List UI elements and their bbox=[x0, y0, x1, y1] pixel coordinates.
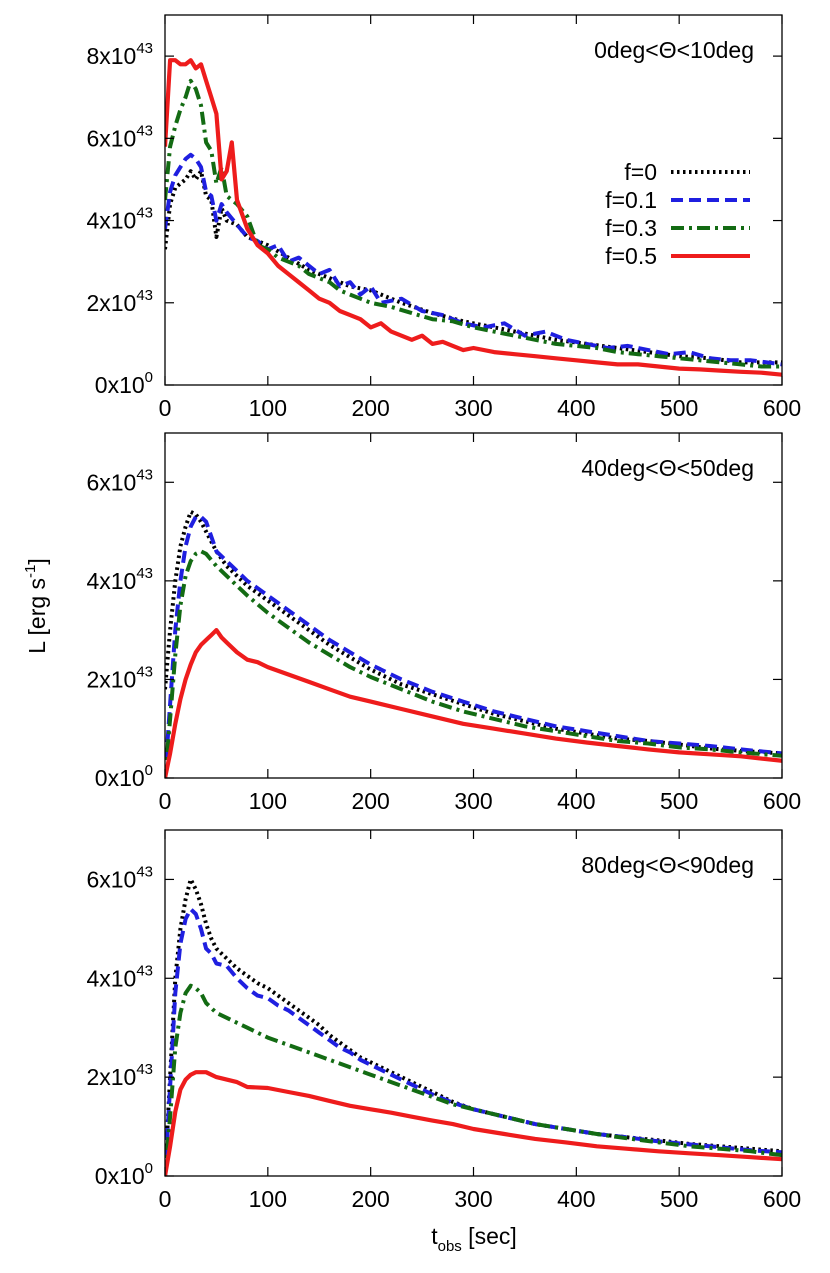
x-tick-label: 300 bbox=[454, 788, 492, 814]
series-group bbox=[165, 58, 782, 377]
chart-panel-2: 0 100 200 300 400 500 6000x1002x10434x10436x10… bbox=[86, 829, 801, 1212]
y-tick-label: 2x1043 bbox=[86, 663, 153, 692]
chart-panel-0: 0 100 200 300 400 500 6000x1002x10434x10436x10… bbox=[86, 14, 801, 421]
y-tick-label: 0x100 bbox=[95, 369, 153, 398]
y-tick-label: 4x1043 bbox=[86, 565, 153, 594]
series-line-f-0 bbox=[165, 509, 782, 756]
x-tick-label: 300 bbox=[454, 1186, 492, 1212]
y-tick-label-exp: 43 bbox=[136, 205, 153, 222]
series-line-f-0-3 bbox=[165, 983, 782, 1176]
y-tick-label: 2x1043 bbox=[86, 1061, 153, 1090]
x-tick-label: 600 bbox=[763, 1186, 801, 1212]
series-line-f-0-1 bbox=[165, 907, 782, 1176]
panel-annotation: 80deg<Θ<90deg bbox=[581, 852, 754, 878]
y-tick-label: 2x1043 bbox=[86, 287, 153, 316]
y-tick-label-base: 4x10 bbox=[86, 568, 136, 594]
y-tick-label-base: 0x10 bbox=[95, 1163, 145, 1189]
x-tick-label: 200 bbox=[351, 1186, 389, 1212]
series-line-f-0-1 bbox=[165, 152, 782, 367]
y-tick-label-exp: 43 bbox=[136, 40, 153, 57]
y-axis-label-rest: ] bbox=[24, 558, 50, 564]
x-axis-label-rest: [sec] bbox=[462, 1223, 517, 1249]
y-tick-label-base: 6x10 bbox=[86, 866, 136, 892]
x-tick-label: 100 bbox=[249, 395, 287, 421]
x-tick-label: 0 bbox=[159, 1186, 172, 1212]
x-axis-label-main: t bbox=[431, 1223, 438, 1249]
y-tick-label: 6x1043 bbox=[86, 863, 153, 892]
x-tick-label: 500 bbox=[660, 788, 698, 814]
panel-annotation: 40deg<Θ<50deg bbox=[581, 455, 754, 481]
y-tick-label: 4x1043 bbox=[86, 962, 153, 991]
y-tick-label-base: 4x10 bbox=[86, 965, 136, 991]
x-tick-label: 600 bbox=[763, 788, 801, 814]
x-tick-label: 600 bbox=[763, 395, 801, 421]
y-tick-label-exp: 0 bbox=[145, 762, 153, 779]
y-tick-label-base: 2x10 bbox=[86, 1064, 136, 1090]
chart-legend: f=0f=0.1f=0.3f=0.5 bbox=[605, 159, 750, 269]
series-line-f-0 bbox=[165, 877, 782, 1176]
x-tick-label: 100 bbox=[249, 788, 287, 814]
series-line-f-0-5 bbox=[165, 1070, 782, 1176]
y-tick-label-base: 2x10 bbox=[86, 666, 136, 692]
y-tick-label: 0x100 bbox=[95, 762, 153, 791]
y-tick-label: 6x1043 bbox=[86, 466, 153, 495]
x-tick-label: 500 bbox=[660, 395, 698, 421]
legend-label-f-0: f=0 bbox=[624, 159, 657, 185]
x-tick-label: 0 bbox=[159, 395, 172, 421]
y-axis-label-sup: -1 bbox=[22, 565, 39, 578]
y-tick-label-exp: 0 bbox=[145, 1160, 153, 1177]
x-axis-label: tobs [sec] bbox=[431, 1223, 517, 1255]
chart-panel-1: 0 100 200 300 400 500 6000x1002x10434x10436x10… bbox=[86, 432, 801, 814]
y-tick-label-exp: 43 bbox=[136, 962, 153, 979]
series-line-f-0-5 bbox=[165, 58, 782, 377]
y-tick-label-exp: 43 bbox=[136, 122, 153, 139]
legend-label-f-0-5: f=0.5 bbox=[605, 243, 657, 269]
x-tick-label: 400 bbox=[557, 1186, 595, 1212]
legend-label-f-0-3: f=0.3 bbox=[605, 215, 657, 241]
y-tick-label-base: 6x10 bbox=[86, 125, 136, 151]
series-line-f-0-3 bbox=[165, 78, 782, 369]
y-tick-label-exp: 43 bbox=[136, 287, 153, 304]
y-tick-label-base: 2x10 bbox=[86, 290, 136, 316]
series-line-f-0-1 bbox=[165, 514, 782, 778]
y-tick-label-exp: 43 bbox=[136, 1061, 153, 1078]
y-tick-label: 4x1043 bbox=[86, 205, 153, 234]
y-tick-label-exp: 43 bbox=[136, 466, 153, 483]
series-line-f-0-3 bbox=[165, 549, 782, 778]
x-tick-label: 500 bbox=[660, 1186, 698, 1212]
y-axis-label: L [erg s-1] bbox=[22, 558, 50, 654]
y-tick-label: 8x1043 bbox=[86, 40, 153, 69]
x-tick-label: 400 bbox=[557, 788, 595, 814]
x-axis-label-sub: obs bbox=[438, 1238, 462, 1255]
y-tick-label: 6x1043 bbox=[86, 122, 153, 151]
x-tick-label: 0 bbox=[159, 788, 172, 814]
y-tick-label: 0x100 bbox=[95, 1160, 153, 1189]
panel-annotation: 0deg<Θ<10deg bbox=[594, 37, 754, 63]
x-tick-label: 100 bbox=[249, 1186, 287, 1212]
y-tick-label-base: 0x10 bbox=[95, 372, 145, 398]
series-group bbox=[165, 509, 782, 778]
y-tick-label-base: 0x10 bbox=[95, 765, 145, 791]
y-tick-label-exp: 43 bbox=[136, 565, 153, 582]
series-line-f-0 bbox=[165, 169, 782, 365]
y-tick-label-exp: 0 bbox=[145, 369, 153, 386]
y-tick-label-exp: 43 bbox=[136, 663, 153, 680]
x-tick-label: 200 bbox=[351, 395, 389, 421]
series-line-f-0-5 bbox=[165, 628, 782, 778]
y-tick-label-base: 8x10 bbox=[86, 43, 136, 69]
y-tick-label-base: 6x10 bbox=[86, 469, 136, 495]
legend-label-f-0-1: f=0.1 bbox=[605, 187, 657, 213]
y-tick-label-exp: 43 bbox=[136, 863, 153, 880]
x-tick-label: 400 bbox=[557, 395, 595, 421]
x-tick-label: 200 bbox=[351, 788, 389, 814]
series-group bbox=[165, 877, 782, 1176]
y-tick-label-base: 4x10 bbox=[86, 208, 136, 234]
x-tick-label: 300 bbox=[454, 395, 492, 421]
panel-frame bbox=[164, 829, 783, 1177]
y-axis-label-main: L [erg s bbox=[24, 578, 50, 654]
